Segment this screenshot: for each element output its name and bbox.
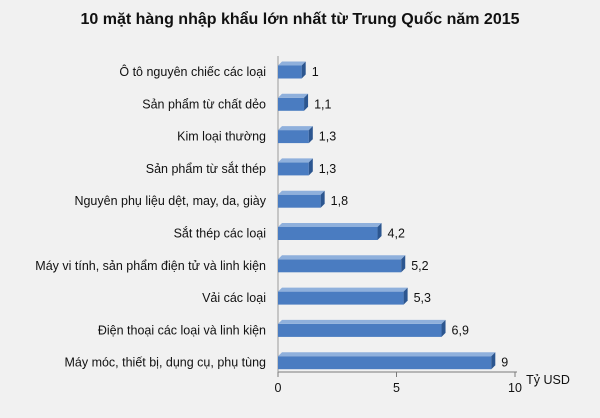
bar-top [278,61,306,66]
bar-value-label: 1,3 [319,130,336,144]
bar-side [308,126,313,144]
bar-value-label: 5,3 [414,291,431,305]
category-label: Ô tô nguyên chiếc các loại [119,64,266,79]
bar [278,255,406,273]
category-labels-group: Ô tô nguyên chiếc các loại Sản phẩm từ ch… [35,64,266,370]
category-label: Sản phẩm từ sắt thép [146,161,266,176]
bar-value-label: 6,9 [452,323,469,337]
category-label: Sắt thép các loại [174,226,266,241]
bar-top [278,223,382,227]
category-label: Máy vi tính, sản phẩm điện tử và linh ki… [35,259,266,273]
bar-side [491,352,496,370]
bar-top [278,93,309,98]
bar-top [278,255,406,260]
chart-title: 10 mặt hàng nhập khẩu lớn nhất từ Trung … [80,10,519,28]
bar-side [403,287,408,305]
bar [278,223,382,240]
bar [278,126,313,144]
bar [278,287,408,305]
bar [278,319,446,337]
bar-value-label: 1,8 [331,194,348,208]
bar-top [278,126,313,131]
bar-value-label: 5,2 [411,259,428,273]
category-label: Sản phẩm từ chất dẻo [142,97,266,111]
bar [278,352,496,370]
bar [278,158,313,176]
category-label: Nguyên phụ liệu dệt, may, da, giày [74,194,266,208]
bar-value-label: 1,3 [319,162,336,176]
category-label: Kim loại thường [177,130,266,144]
bar-front [278,291,404,305]
bar-side [441,319,446,337]
bar-top [278,190,325,195]
bar [278,190,325,208]
category-label: Máy móc, thiết bị, dụng cụ, phụ tùng [64,356,266,370]
x-tick-label: 10 [508,381,522,395]
bar [278,61,306,79]
bar-value-label: 1,1 [314,97,331,111]
bar-side [308,158,313,176]
bar-side [320,190,325,208]
bar-value-label: 4,2 [388,227,405,241]
bar-front [278,194,321,208]
bar-value-label: 9 [501,356,508,370]
bars-group: 1 1,1 1,3 1,3 1,8 4,2 5,2 5,3 6,9 9 [278,61,508,370]
x-tick-label: 5 [393,381,400,395]
bar-top [278,352,496,357]
bar-front [278,130,309,144]
bar [278,93,309,111]
category-label: Vải các loại [202,291,266,305]
bar-top [278,158,313,163]
bar-top [278,287,408,292]
bar-front [278,323,442,337]
bar-front [278,97,305,111]
bar-value-label: 1 [312,65,319,79]
bar-front [278,162,309,176]
bar-side [304,93,309,111]
bar-front [278,356,492,370]
bar-side [401,255,406,273]
x-axis-unit-label: Tỷ USD [526,373,570,387]
bar-side [377,223,382,240]
category-label: Điện thoại các loại và linh kiện [98,323,266,337]
bar-front [278,227,378,240]
x-tick-label: 0 [275,381,282,395]
bar-front [278,65,302,79]
bar-front [278,259,402,273]
bar-side [301,61,306,79]
bar-top [278,319,446,324]
